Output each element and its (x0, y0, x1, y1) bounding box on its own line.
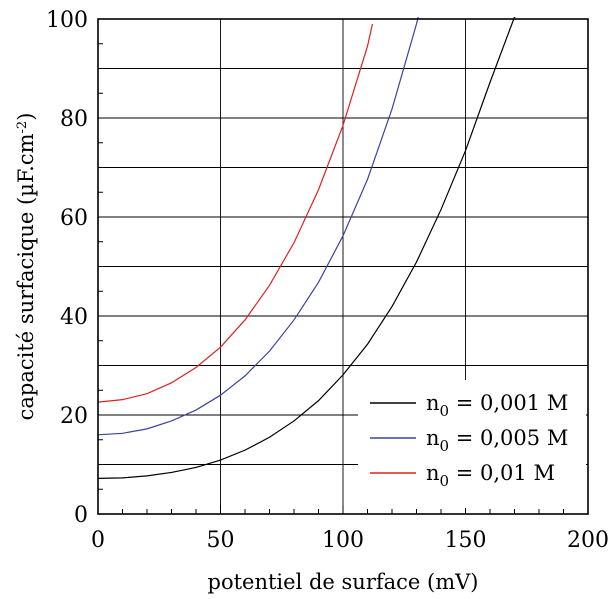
series-line-1 (98, 17, 517, 479)
y-tick-label: 100 (46, 8, 88, 33)
x-axis-label: potentiel de surface (mV) (208, 570, 479, 594)
legend-label-rest: = 0,001 M (449, 391, 568, 415)
legend-label-base: n (426, 426, 440, 450)
x-tick-label: 50 (207, 528, 235, 553)
x-tick-label: 200 (567, 528, 609, 553)
x-tick-label: 100 (322, 528, 364, 553)
x-tick-label: 0 (91, 528, 105, 553)
y-tick-label: 20 (60, 404, 88, 429)
legend-label-sub: 0 (440, 402, 450, 420)
legend-label-2: n0 = 0,005 M (426, 426, 568, 455)
legend-box (358, 380, 586, 508)
legend-label-sub: 0 (440, 437, 450, 455)
y-axis-label: capacité surfacique (µF.cm-2) (14, 113, 38, 421)
y-tick-label: 80 (60, 107, 88, 132)
y-axis-label-end: ) (14, 113, 38, 121)
legend-label-base: n (426, 391, 440, 415)
legend-label-3: n0 = 0,01 M (426, 461, 555, 490)
legend-label-sub: 0 (440, 472, 450, 490)
tick-marks (97, 18, 589, 515)
y-tick-label: 0 (74, 503, 88, 528)
series-lines (98, 17, 517, 479)
legend-label-base: n (426, 461, 440, 485)
series-line-2 (98, 17, 419, 436)
y-axis-label-main: capacité surfacique (µF.cm (14, 133, 38, 420)
tick-labels: 0 50 100 150 200 0 20 40 60 80 100 (46, 8, 609, 553)
y-axis-label-sup: -2 (15, 121, 30, 134)
y-tick-label: 40 (60, 305, 88, 330)
x-tick-label: 150 (445, 528, 487, 553)
grid (98, 19, 588, 514)
legend: n0 = 0,001 Mn0 = 0,005 Mn0 = 0,01 M (358, 380, 586, 508)
legend-label-rest: = 0,01 M (449, 461, 555, 485)
legend-label-rest: = 0,005 M (449, 426, 568, 450)
legend-label-1: n0 = 0,001 M (426, 391, 568, 420)
series-line-3 (98, 23, 373, 403)
y-tick-label: 60 (60, 206, 88, 231)
